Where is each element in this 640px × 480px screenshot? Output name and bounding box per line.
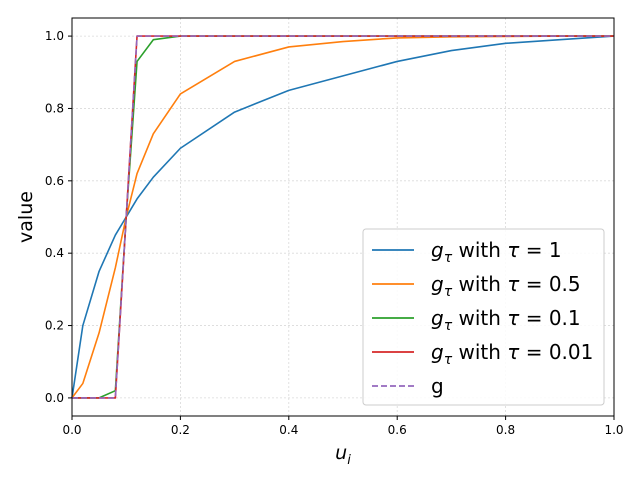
y-tick-label: 0.0	[45, 391, 64, 405]
legend-with: with	[452, 272, 507, 296]
legend-val: 1	[549, 238, 562, 262]
legend-val: 0.5	[549, 272, 581, 296]
x-tick-label: 0.8	[496, 423, 515, 437]
legend-sub: τ	[444, 352, 453, 368]
legend-tau: τ	[507, 306, 520, 330]
legend-val: 0.01	[549, 340, 594, 364]
legend-sub: τ	[444, 250, 453, 266]
legend-eq: =	[519, 272, 548, 296]
series-line-0	[71, 35, 615, 399]
legend-label-0: gτ with τ = 1	[431, 238, 562, 266]
legend-eq: =	[519, 238, 548, 262]
x-axis-title-sub: i	[347, 453, 351, 468]
legend-tau: τ	[507, 238, 520, 262]
legend-with: with	[452, 238, 507, 262]
legend-eq: =	[519, 340, 548, 364]
legend-g: g	[431, 306, 444, 330]
series-layer	[71, 35, 615, 399]
series-line-4	[72, 35, 614, 399]
tick-labels: 0.0 0.2 0.4 0.6 0.8 1.0 0.0 0.2 0.4 0.6 0.8 1.0	[45, 29, 624, 437]
y-axis-title: value	[15, 191, 37, 243]
legend-g: g	[431, 272, 444, 296]
y-tick-label: 0.6	[45, 174, 64, 188]
legend-label-4: g	[431, 374, 444, 398]
legend-val: 0.1	[549, 306, 581, 330]
tick-marks	[68, 35, 615, 420]
legend-label-2: gτ with τ = 0.1	[431, 306, 581, 334]
x-axis-title-main: u	[335, 442, 347, 464]
x-tick-label: 0.0	[62, 423, 81, 437]
axes-frame	[71, 17, 615, 417]
y-tick-label: 0.2	[45, 319, 64, 333]
legend-sub: τ	[444, 284, 453, 300]
legend: gτ with τ = 1gτ with τ = 0.5gτ with τ = …	[362, 228, 605, 406]
legend-tau: τ	[507, 340, 520, 364]
legend-label-text: g	[431, 374, 444, 398]
legend-eq: =	[519, 306, 548, 330]
legend-tau: τ	[507, 272, 520, 296]
x-tick-label: 1.0	[604, 423, 623, 437]
legend-box	[362, 228, 605, 406]
y-tick-label: 0.8	[45, 101, 64, 115]
x-tick-label: 0.4	[279, 423, 298, 437]
x-tick-label: 0.2	[171, 423, 190, 437]
legend-with: with	[452, 306, 507, 330]
x-axis-title: ui	[335, 442, 351, 468]
legend-label-1: gτ with τ = 0.5	[431, 272, 581, 300]
y-tick-label: 1.0	[45, 29, 64, 43]
legend-g: g	[431, 340, 444, 364]
legend-label-3: gτ with τ = 0.01	[431, 340, 593, 368]
x-tick-label: 0.6	[388, 423, 407, 437]
legend-sub: τ	[444, 318, 453, 334]
legend-with: with	[452, 340, 507, 364]
y-tick-label: 0.4	[45, 246, 64, 260]
legend-g: g	[431, 238, 444, 262]
